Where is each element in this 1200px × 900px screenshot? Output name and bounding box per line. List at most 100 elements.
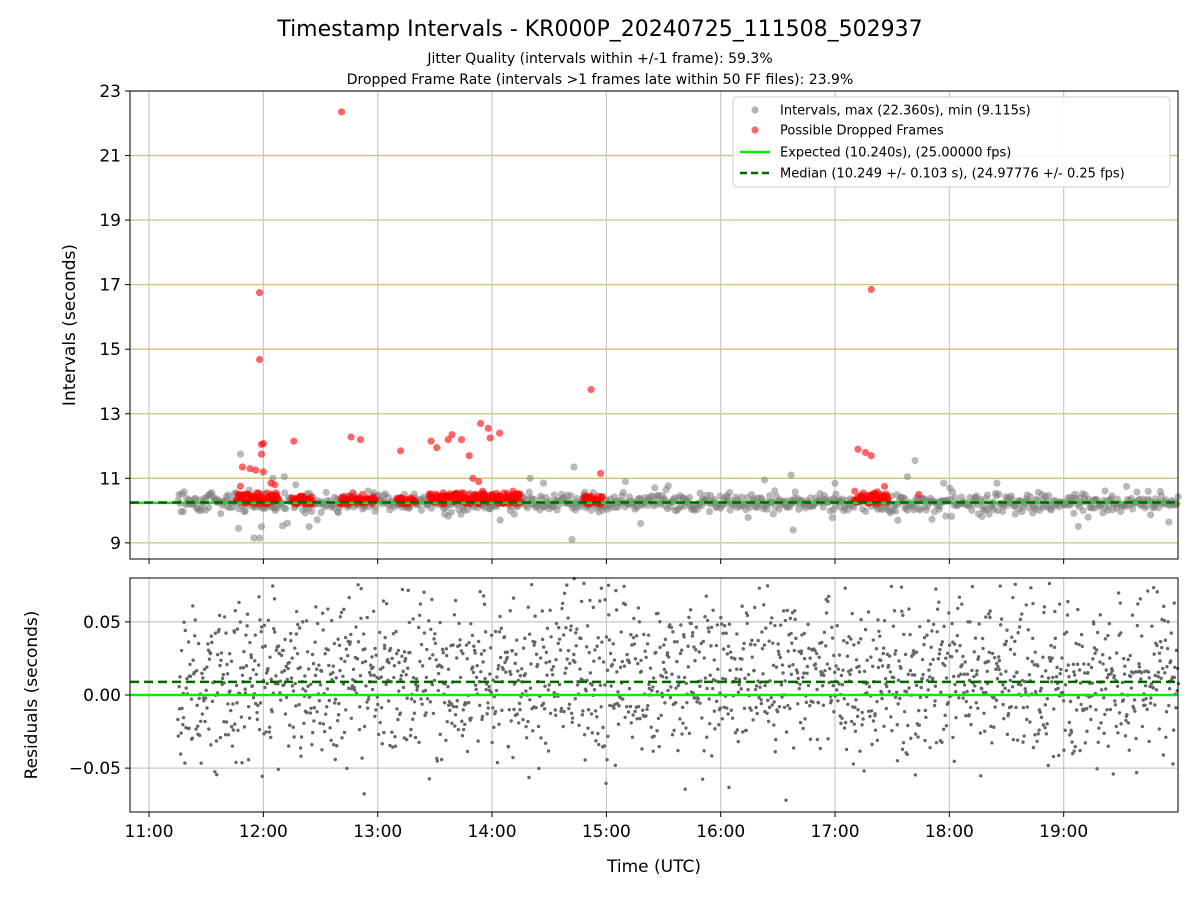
bottom-x-tick-label: 16:00 (696, 822, 745, 842)
residual-point (354, 625, 358, 629)
residual-point (607, 613, 611, 617)
residual-point (598, 683, 603, 687)
residual-point (412, 711, 417, 715)
residual-point (474, 675, 479, 680)
residual-point (796, 702, 800, 706)
residual-point (965, 689, 969, 694)
residual-point (947, 611, 951, 615)
residual-point (1005, 732, 1010, 737)
interval-point (1101, 487, 1109, 495)
residual-point (886, 663, 891, 668)
residual-point (366, 697, 371, 701)
residual-point (1159, 676, 1163, 680)
interval-point (1144, 487, 1152, 495)
residual-point (863, 627, 868, 632)
residual-point (644, 655, 648, 659)
residual-point (1018, 617, 1023, 622)
interval-point (983, 491, 992, 499)
residual-point (337, 643, 342, 648)
residual-point (559, 709, 563, 713)
top-y-tick-label: 23 (99, 82, 121, 102)
residual-point (430, 682, 435, 687)
residual-point (406, 666, 410, 670)
residual-point (857, 664, 861, 669)
residual-point (870, 742, 874, 747)
residual-point (712, 709, 717, 713)
residual-point (1112, 674, 1116, 678)
residual-point (392, 664, 397, 668)
residual-point (651, 676, 656, 680)
residual-point (923, 738, 927, 743)
residual-point (844, 747, 849, 752)
interval-point (942, 512, 950, 520)
residual-point (1148, 684, 1152, 689)
residual-point (668, 623, 672, 627)
residual-point (1151, 585, 1156, 590)
residual-point (358, 673, 363, 678)
residual-point (408, 650, 412, 655)
residual-point (460, 733, 465, 738)
residual-point (811, 700, 815, 704)
dropped-frame-point (496, 429, 504, 437)
residual-point (934, 587, 938, 591)
residual-point (865, 691, 869, 695)
residual-point (1085, 729, 1089, 733)
residual-point (1155, 643, 1159, 648)
residual-point (817, 655, 821, 659)
residual-point (1072, 749, 1076, 753)
residual-point (1016, 631, 1020, 635)
residual-point (263, 644, 267, 648)
interval-point (1008, 495, 1016, 503)
residual-point (839, 673, 844, 678)
residual-point (645, 642, 650, 646)
residual-point (563, 671, 567, 675)
residual-point (1156, 674, 1160, 679)
residual-point (992, 655, 997, 660)
residual-point (740, 604, 744, 608)
residual-point (404, 673, 408, 677)
residual-point (236, 728, 240, 733)
residual-point (1069, 730, 1074, 735)
residual-point (755, 711, 759, 716)
interval-point (282, 505, 290, 513)
residual-point (866, 610, 871, 614)
residual-point (586, 708, 591, 712)
residual-point (411, 717, 415, 721)
residual-point (489, 690, 493, 695)
residual-point (773, 750, 777, 754)
residual-point (700, 716, 704, 720)
residual-point (233, 608, 238, 613)
residual-point (686, 644, 690, 648)
residual-point (759, 698, 763, 702)
residual-point (773, 623, 777, 628)
residual-point (1026, 656, 1030, 661)
residual-point (879, 658, 883, 663)
residual-point (435, 759, 439, 763)
residual-point (669, 685, 673, 689)
residual-point (777, 704, 782, 709)
residual-point (521, 717, 525, 722)
residual-point (457, 621, 461, 626)
residual-point (1106, 744, 1110, 748)
residual-point (790, 641, 794, 645)
residual-point (544, 650, 549, 655)
dropped-frame-point (457, 435, 466, 444)
residual-point (422, 631, 427, 635)
residual-point (900, 609, 904, 613)
residual-point (380, 742, 384, 746)
x-axis-label: Time (UTC) (606, 857, 701, 877)
residual-point (1046, 763, 1050, 768)
residual-point (409, 727, 413, 732)
residual-point (454, 705, 459, 709)
residual-point (396, 717, 400, 722)
residual-point (572, 576, 576, 581)
residual-point (260, 774, 264, 779)
residual-point (1165, 664, 1169, 669)
residual-point (402, 650, 407, 654)
residual-point (535, 662, 540, 667)
residual-point (533, 640, 537, 644)
residual-point (455, 656, 459, 660)
residual-point (1160, 645, 1164, 650)
residual-point (1066, 663, 1070, 667)
residual-point (402, 736, 406, 740)
